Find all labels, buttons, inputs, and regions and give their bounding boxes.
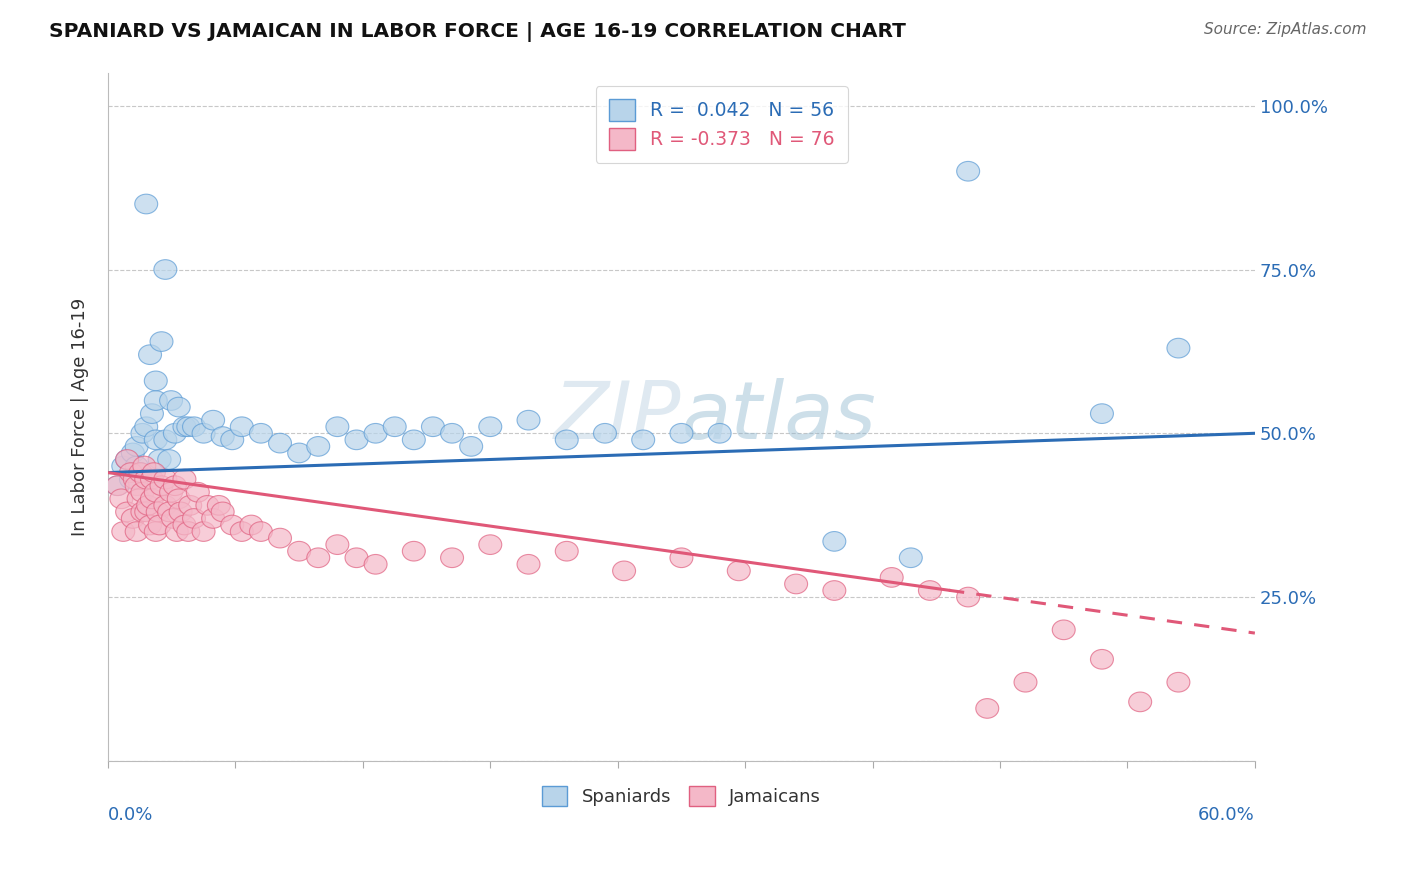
Y-axis label: In Labor Force | Age 16-19: In Labor Force | Age 16-19 <box>72 298 89 536</box>
Text: 60.0%: 60.0% <box>1198 805 1256 823</box>
Text: 0.0%: 0.0% <box>108 805 153 823</box>
Text: SPANIARD VS JAMAICAN IN LABOR FORCE | AGE 16-19 CORRELATION CHART: SPANIARD VS JAMAICAN IN LABOR FORCE | AG… <box>49 22 905 42</box>
Legend: Spaniards, Jamaicans: Spaniards, Jamaicans <box>534 779 828 814</box>
Text: atlas: atlas <box>682 378 876 456</box>
Text: ZIP: ZIP <box>554 378 682 456</box>
Text: Source: ZipAtlas.com: Source: ZipAtlas.com <box>1204 22 1367 37</box>
